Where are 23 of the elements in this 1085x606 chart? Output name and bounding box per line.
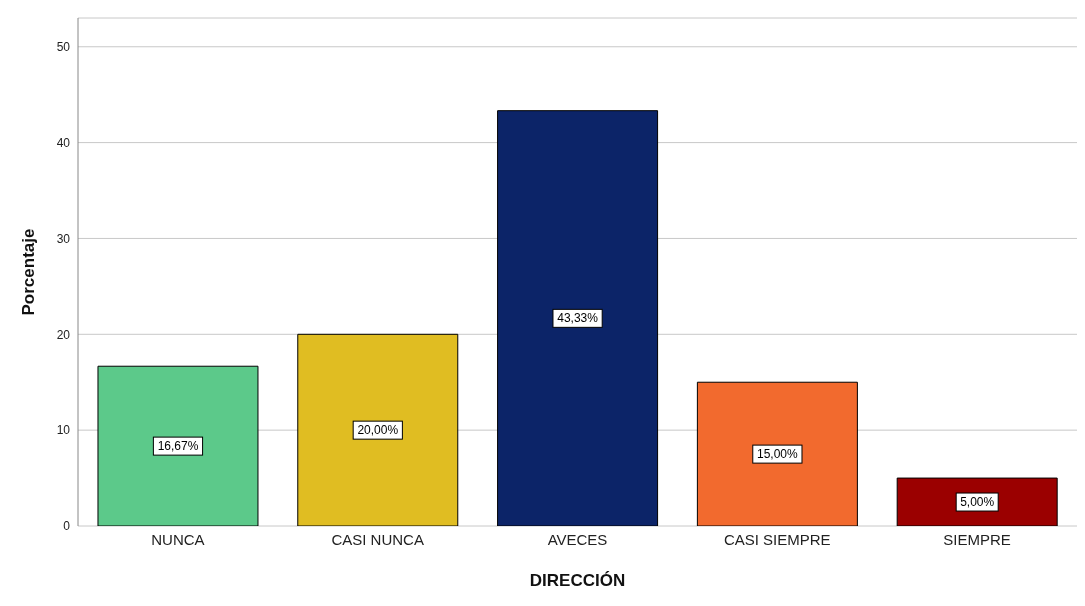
bar xyxy=(896,477,1058,526)
y-tick-label: 30 xyxy=(56,231,71,246)
bar xyxy=(297,333,459,526)
y-axis-title: Porcentaje xyxy=(19,228,39,316)
y-tick-label: 10 xyxy=(56,423,71,438)
data-label: 15,00% xyxy=(757,447,799,462)
x-tick-label: AVECES xyxy=(547,530,608,548)
y-tick-label: 40 xyxy=(56,135,71,150)
x-tick-label: NUNCA xyxy=(151,530,205,548)
data-label: 16,67% xyxy=(157,439,199,454)
y-tick-label: 50 xyxy=(56,40,71,55)
x-tick-label: CASI SIEMPRE xyxy=(723,530,831,548)
bar xyxy=(696,381,858,526)
x-tick-label: CASI NUNCA xyxy=(331,530,424,548)
bar xyxy=(497,110,659,526)
data-label: 5,00% xyxy=(960,495,995,510)
x-axis-title: DIRECCIÓN xyxy=(529,571,626,590)
data-label: 43,33% xyxy=(557,311,599,326)
y-tick-label: 20 xyxy=(56,327,71,342)
data-label: 20,00% xyxy=(357,423,399,438)
y-tick-label: 0 xyxy=(63,519,71,534)
x-tick-label: SIEMPRE xyxy=(943,530,1011,548)
bar xyxy=(97,365,259,526)
